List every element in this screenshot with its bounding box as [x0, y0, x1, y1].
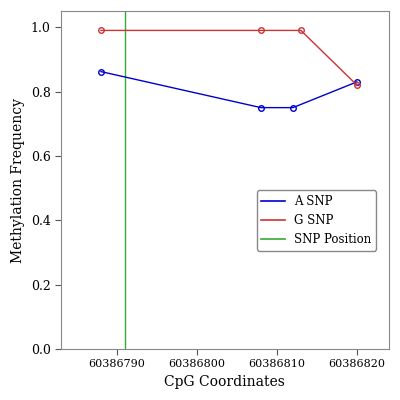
Y-axis label: Methylation Frequency: Methylation Frequency [11, 98, 25, 262]
X-axis label: CpG Coordinates: CpG Coordinates [164, 375, 285, 389]
Legend: A SNP, G SNP, SNP Position: A SNP, G SNP, SNP Position [257, 190, 376, 251]
